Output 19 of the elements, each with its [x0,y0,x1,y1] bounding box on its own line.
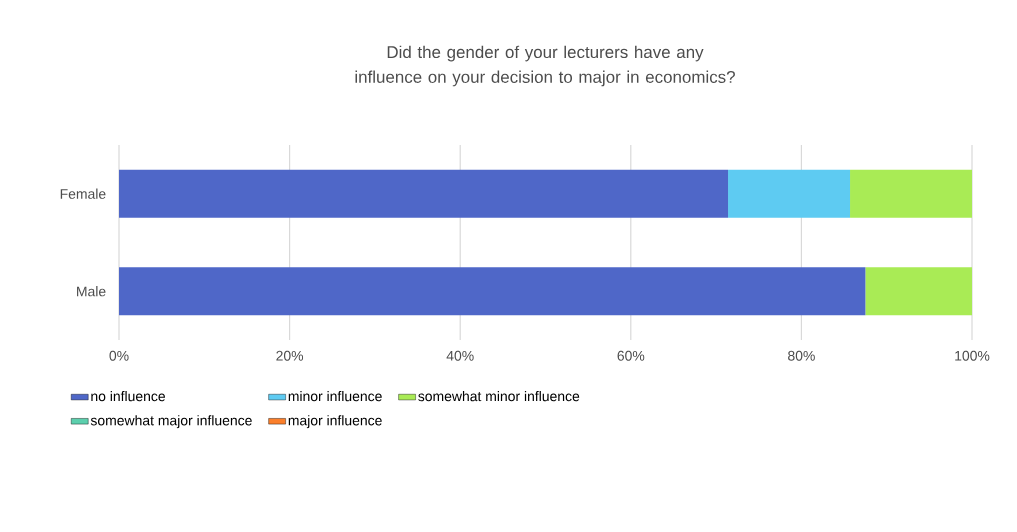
legend-label: somewhat major influence [90,415,252,429]
x-tick-label: 0% [109,350,129,361]
bar [119,267,866,316]
x-tick-label: 20% [276,350,304,361]
x-tick-label: 40% [446,350,474,361]
legend-label: minor influence [288,390,382,402]
bar [850,169,973,218]
bar [728,169,851,218]
x-tick-label: 100% [955,350,990,361]
bar [119,169,729,218]
bar [865,267,973,316]
legend-label: somewhat minor influence [418,390,580,402]
y-tick-label: Male [77,286,106,297]
legend-label: major influence [288,415,382,429]
y-tick-label: Female [60,188,106,199]
legend-label: no influence [91,390,165,402]
x-tick-label: 80% [788,350,815,361]
x-tick-label: 60% [617,350,645,361]
chart-title: Did the gender of your lecturers have any influence on your decision to major in economics? [355,45,735,87]
